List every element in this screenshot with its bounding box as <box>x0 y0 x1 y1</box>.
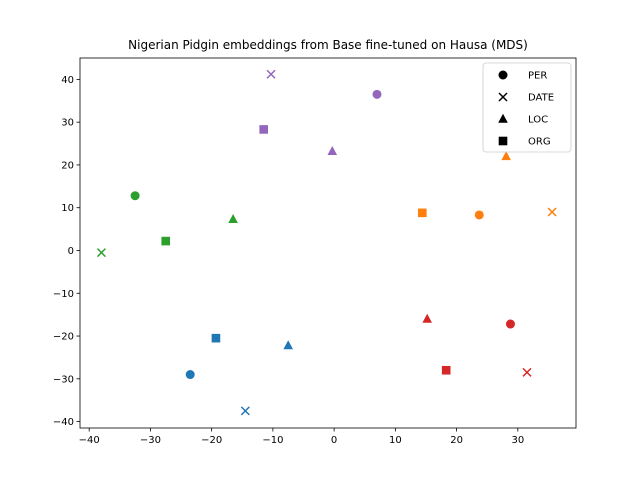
data-point-square <box>418 208 427 218</box>
data-point-circle <box>505 319 515 329</box>
y-tick-label: −10 <box>53 289 74 300</box>
y-tick-label: 40 <box>61 75 74 86</box>
y-tick-label: 30 <box>61 118 74 129</box>
data-point-triangle <box>283 340 293 350</box>
y-tick-label: −40 <box>53 417 74 428</box>
data-point-circle <box>372 89 382 99</box>
data-point-circle <box>130 191 140 201</box>
x-tick-label: −20 <box>201 435 222 446</box>
legend-box <box>482 62 572 153</box>
data-point-x <box>96 248 106 258</box>
legend-triangle-icon <box>498 113 508 123</box>
y-tick-label: −30 <box>53 374 74 385</box>
y-axis: −40 −30 −20 −10 0 10 20 30 40 <box>53 75 80 428</box>
data-point-triangle <box>228 214 238 224</box>
y-tick-label: −20 <box>53 332 74 343</box>
data-point-square <box>441 365 451 375</box>
data-point-square <box>259 125 269 134</box>
y-tick-label: 20 <box>61 160 74 171</box>
chart-title: Nigerian Pidgin embeddings from Base fin… <box>128 38 528 52</box>
x-tick-label: 20 <box>450 435 463 446</box>
x-tick-label: −30 <box>140 435 161 446</box>
legend-label: ORG <box>528 137 551 148</box>
x-tick-label: 10 <box>389 435 402 446</box>
data-point-x <box>522 367 532 377</box>
data-point-x <box>547 207 557 217</box>
data-point-square <box>161 236 171 246</box>
y-tick-label: 0 <box>68 246 74 257</box>
legend-x-icon <box>498 92 508 102</box>
data-point-triangle <box>327 146 338 156</box>
legend-label: DATE <box>528 93 554 104</box>
x-axis: −40 −30 −20 −10 0 10 20 30 <box>79 428 524 446</box>
legend-circle-icon <box>498 70 508 80</box>
data-point-square <box>211 333 221 343</box>
data-point-circle <box>474 210 484 220</box>
x-tick-label: −40 <box>79 435 100 446</box>
legend: PER DATE LOC ORG <box>482 62 572 153</box>
x-tick-label: 30 <box>511 435 524 446</box>
x-tick-label: 0 <box>331 435 337 446</box>
data-point-circle <box>185 370 195 380</box>
y-tick-label: 10 <box>61 203 74 214</box>
legend-label: LOC <box>528 115 548 126</box>
data-point-triangle <box>422 313 432 323</box>
data-point-x <box>240 406 250 416</box>
data-points <box>96 69 557 416</box>
data-point-triangle <box>501 151 511 161</box>
data-point-x <box>266 69 276 79</box>
legend-square-icon <box>498 136 508 146</box>
plot-area-frame <box>79 57 577 429</box>
legend-label: PER <box>528 71 547 82</box>
x-tick-label: −10 <box>262 435 283 446</box>
